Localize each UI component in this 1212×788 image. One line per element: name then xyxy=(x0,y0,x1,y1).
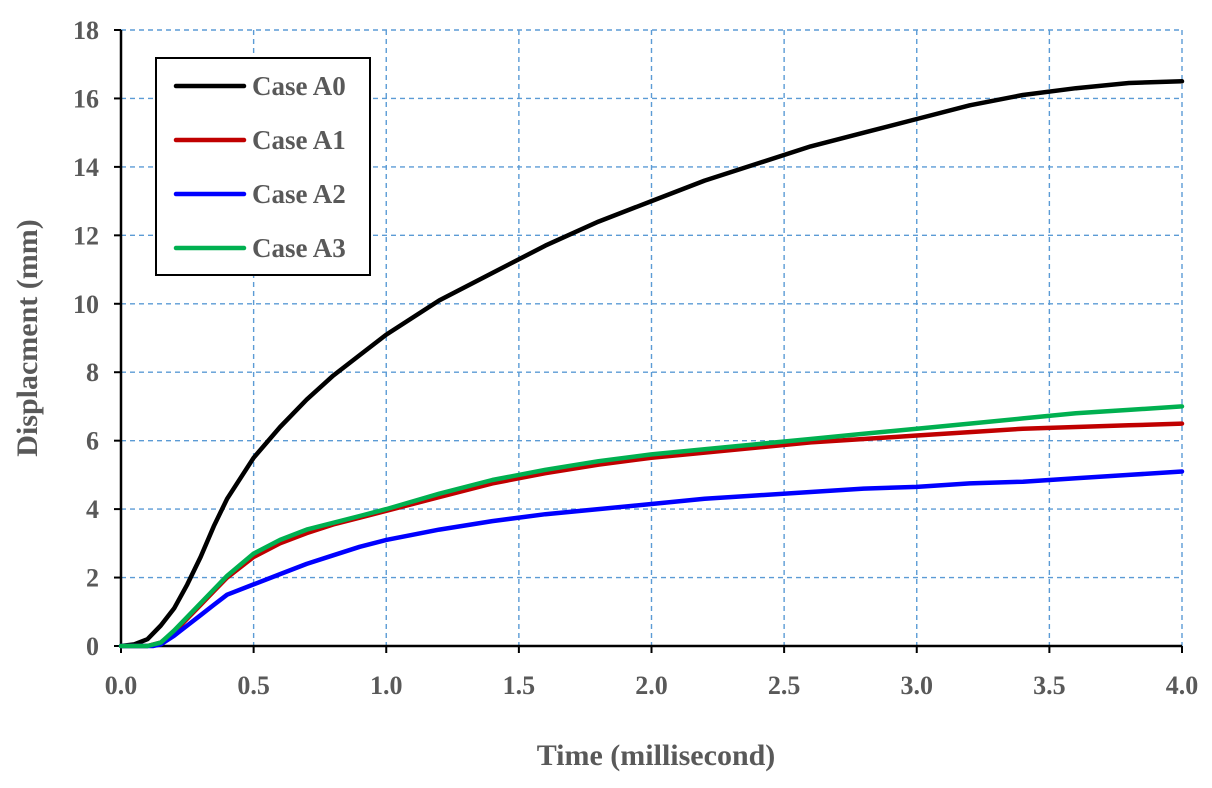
y-tick-label: 18 xyxy=(73,16,99,45)
y-tick-label: 16 xyxy=(73,84,99,113)
y-tick-label: 4 xyxy=(86,495,99,524)
series-line-case-a0 xyxy=(118,79,1185,649)
series-line-case-a2 xyxy=(118,469,1185,649)
x-tick-label: 0.0 xyxy=(105,671,138,700)
y-axis-title: Displacment (mm) xyxy=(11,219,44,456)
y-tick-label: 8 xyxy=(86,358,99,387)
x-tick-label: 2.5 xyxy=(768,671,801,700)
y-tick-label: 0 xyxy=(86,632,99,661)
legend: Case A0 Case A1 Case A2 Case A3 xyxy=(155,57,371,276)
x-tick-label: 2.0 xyxy=(635,671,668,700)
legend-label-case-a3: Case A3 xyxy=(252,233,346,263)
tick-labels: 0.0 0.5 1.0 1.5 2.0 2.5 3.0 3.5 4.0 0 2 4 6 8 10 12 14 16… xyxy=(73,16,1198,700)
y-tick-label: 2 xyxy=(86,564,99,593)
y-tick-label: 10 xyxy=(73,290,99,319)
x-tick-label: 3.0 xyxy=(901,671,934,700)
x-tick-label: 0.5 xyxy=(237,671,270,700)
legend-label-case-a2: Case A2 xyxy=(252,179,346,209)
legend-label-case-a0: Case A0 xyxy=(252,71,346,101)
x-tick-label: 1.5 xyxy=(503,671,536,700)
y-tick-label: 14 xyxy=(73,153,99,182)
x-tick-label: 1.0 xyxy=(370,671,403,700)
y-tick-label: 6 xyxy=(86,427,99,456)
legend-box xyxy=(155,57,371,276)
x-tick-label: 4.0 xyxy=(1166,671,1199,700)
legend-label-case-a1: Case A1 xyxy=(252,125,346,155)
y-tick-label: 12 xyxy=(73,221,99,250)
x-axis-title: Time (millisecond) xyxy=(537,739,776,772)
series-lines xyxy=(118,79,1185,649)
grid xyxy=(121,29,1183,646)
series-line-case-a3 xyxy=(118,404,1185,649)
x-tick-label: 3.5 xyxy=(1033,671,1066,700)
